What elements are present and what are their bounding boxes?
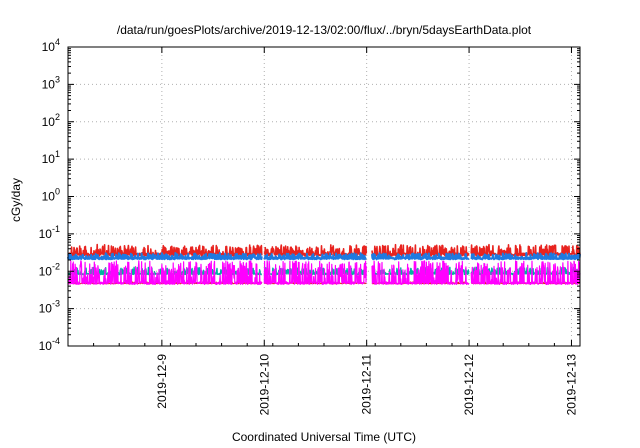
y-tick-label: 10-4 bbox=[39, 336, 60, 353]
y-tick-label: 102 bbox=[42, 112, 60, 129]
y-tick-label: 101 bbox=[42, 149, 60, 166]
chart-title: /data/run/goesPlots/archive/2019-12-13/0… bbox=[117, 23, 532, 37]
grid-lines bbox=[68, 47, 580, 346]
x-tick-label: 2019-12-10 bbox=[257, 354, 271, 416]
y-axis: 10-4 10-3 10-2 10-1 100 101 102 103 104 bbox=[39, 37, 580, 353]
x-axis-label: Coordinated Universal Time (UTC) bbox=[232, 430, 416, 444]
plot-area bbox=[67, 243, 581, 285]
y-tick-label: 103 bbox=[42, 74, 60, 91]
y-tick-label: 10-1 bbox=[39, 224, 60, 241]
x-tick-label: 2019-12-13 bbox=[564, 354, 578, 416]
y-tick-label: 104 bbox=[42, 37, 60, 54]
y-axis-label: cGy/day bbox=[9, 178, 23, 222]
x-tick-label: 2019-12-9 bbox=[155, 354, 169, 409]
series-1-line bbox=[67, 243, 581, 257]
x-tick-label: 2019-12-12 bbox=[462, 354, 476, 416]
x-axis: 2019-12-9 2019-12-10 2019-12-11 2019-12-12 2… bbox=[67, 47, 581, 416]
series-5-line bbox=[67, 260, 581, 285]
y-tick-label: 10-3 bbox=[39, 299, 60, 316]
x-tick-label: 2019-12-11 bbox=[360, 354, 374, 415]
y-tick-label: 10-2 bbox=[39, 261, 60, 278]
series-2-line bbox=[67, 252, 581, 261]
y-tick-label: 100 bbox=[42, 187, 60, 204]
